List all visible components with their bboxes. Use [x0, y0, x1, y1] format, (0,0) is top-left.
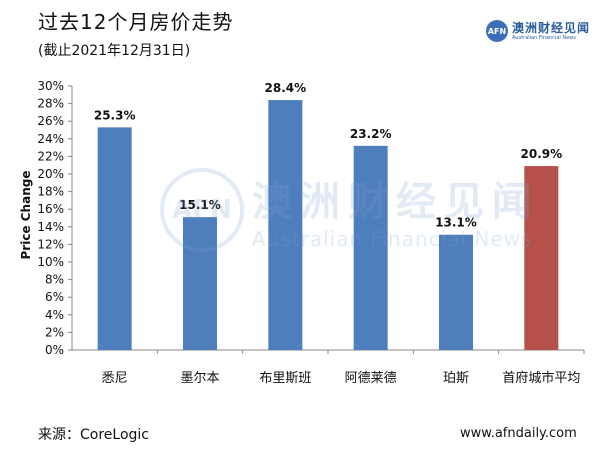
x-tick-label: 墨尔本 — [180, 371, 219, 386]
y-tick-label: 22% — [37, 149, 64, 163]
y-tick-label: 2% — [45, 325, 64, 339]
afn-logo-icon: AFN — [486, 20, 508, 42]
logo-name-cn: 澳洲财经见闻 — [512, 20, 591, 35]
x-tick-label: 布里斯班 — [259, 371, 311, 386]
y-tick-label: 0% — [45, 343, 64, 357]
y-tick-label: 16% — [37, 202, 64, 216]
logo-name-en: Australian Financial News — [512, 34, 576, 41]
website-url: www.afndaily.com — [460, 426, 577, 441]
x-tick-label: 珀斯 — [443, 371, 469, 386]
bar — [268, 100, 303, 350]
bar — [524, 166, 559, 350]
y-tick-label: 14% — [37, 220, 64, 234]
bar — [439, 234, 473, 350]
y-tick-label: 10% — [37, 255, 64, 269]
data-label: 15.1% — [179, 198, 221, 212]
y-tick-label: 26% — [37, 114, 64, 128]
bar — [183, 217, 217, 350]
y-tick-label: 12% — [37, 237, 64, 251]
y-tick-label: 8% — [45, 273, 64, 287]
y-tick-label: 28% — [37, 97, 64, 111]
y-tick-label: 20% — [37, 167, 64, 181]
afn-logo: AFN 澳洲财经见闻 Australian Financial News — [486, 20, 590, 42]
y-tick-label: 4% — [45, 308, 64, 322]
chart-subtitle: (截止2021年12月31日) — [38, 43, 191, 59]
x-tick-label: 悉尼 — [102, 371, 128, 386]
chart-title: 过去12个月房价走势 — [38, 10, 234, 34]
data-label: 23.2% — [350, 127, 392, 141]
y-tick-label: 24% — [37, 132, 64, 146]
x-tick-label: 首府城市平均 — [502, 370, 580, 386]
y-tick-label: 30% — [37, 79, 64, 93]
y-axis-label: Price Change — [19, 170, 33, 260]
bar — [353, 145, 388, 350]
data-label: 25.3% — [94, 108, 136, 122]
data-label: 20.9% — [521, 147, 563, 161]
y-tick-label: 6% — [45, 290, 64, 304]
bar — [97, 127, 132, 350]
x-tick-label: 阿德莱德 — [345, 371, 397, 386]
data-label: 13.1% — [435, 216, 477, 230]
y-tick-label: 18% — [37, 185, 64, 199]
source-note: 来源：CoreLogic — [38, 427, 149, 443]
data-label: 28.4% — [265, 81, 307, 95]
